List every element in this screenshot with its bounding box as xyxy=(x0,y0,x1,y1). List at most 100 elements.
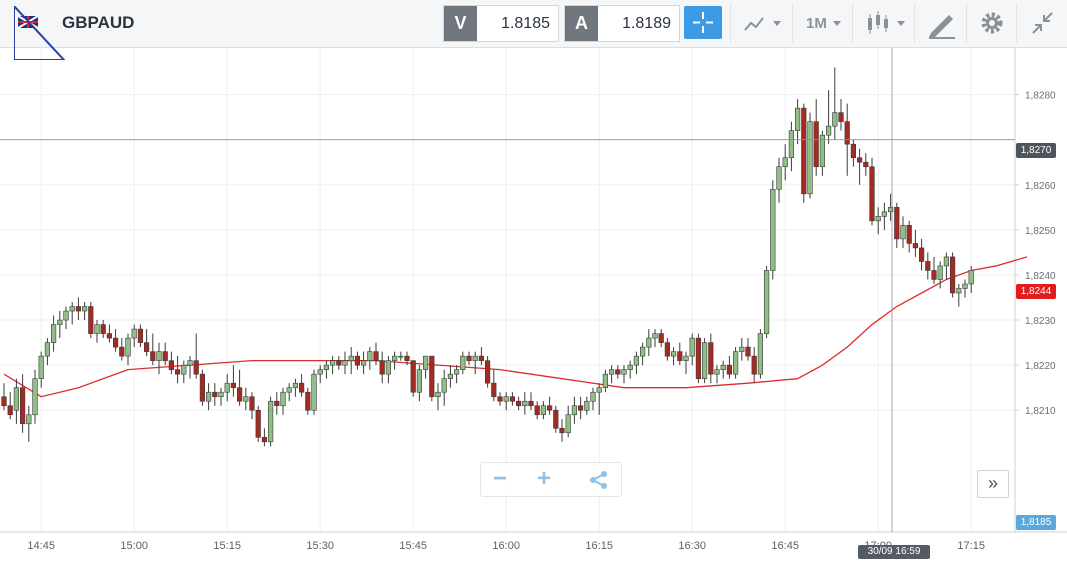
buy-button[interactable]: A 1.8189 xyxy=(564,5,680,42)
candle-body-up xyxy=(218,391,224,398)
scroll-right-icon[interactable]: » xyxy=(977,470,1009,498)
candle-body-down xyxy=(949,256,956,294)
x-tick-label: 15:15 xyxy=(213,540,241,552)
candle-body-up xyxy=(125,337,131,357)
candle xyxy=(968,265,974,293)
candle-body-down xyxy=(869,166,875,222)
candle xyxy=(267,396,274,447)
candle-body-down xyxy=(199,373,206,402)
share-icon[interactable] xyxy=(589,470,609,490)
x-tick-label: 16:15 xyxy=(585,540,613,552)
candle xyxy=(652,329,658,348)
candle xyxy=(13,378,19,424)
candlestick-type-button[interactable] xyxy=(852,3,915,43)
candle xyxy=(261,428,268,447)
timeframe-label: 1M xyxy=(806,15,827,32)
x-tick-label: 15:30 xyxy=(306,540,334,552)
candle xyxy=(7,392,13,420)
candle-body-up xyxy=(825,125,832,136)
candle-body-down xyxy=(615,369,621,375)
candle xyxy=(819,130,825,176)
candle-body-down xyxy=(7,405,13,416)
candle-body-down xyxy=(925,261,931,271)
candle-body-up xyxy=(472,355,478,361)
candle-body-down xyxy=(404,355,410,361)
candle xyxy=(26,405,32,442)
candle-body-up xyxy=(348,355,354,361)
candle xyxy=(683,351,689,375)
crosshair-button[interactable] xyxy=(684,6,722,39)
zoom-in-icon[interactable]: + xyxy=(537,465,552,492)
candle-body-up xyxy=(453,369,460,375)
candle xyxy=(596,383,602,415)
candle xyxy=(168,351,175,375)
candle xyxy=(782,144,788,181)
plot-background xyxy=(0,47,1015,532)
candle-body-up xyxy=(819,134,825,168)
candle-body-up xyxy=(739,346,745,352)
candle-body-down xyxy=(534,405,540,416)
candle xyxy=(559,419,565,442)
candle-body-up xyxy=(639,346,646,357)
moving-average-layer xyxy=(3,256,1028,398)
candle xyxy=(881,202,887,230)
candle xyxy=(739,338,745,361)
candle-body-down xyxy=(144,342,150,352)
candle xyxy=(751,347,757,384)
candle xyxy=(416,365,423,402)
candle xyxy=(515,396,522,411)
candle-body-down xyxy=(298,382,305,393)
candle xyxy=(627,360,633,379)
collapse-button[interactable] xyxy=(1016,3,1067,43)
candle xyxy=(670,347,677,366)
candle xyxy=(193,333,199,379)
timeframe-dropdown[interactable] xyxy=(792,3,853,43)
candle-body-up xyxy=(280,391,286,407)
candle-body-up xyxy=(206,391,212,402)
candle-body-down xyxy=(305,391,311,411)
candle-body-up xyxy=(243,396,249,402)
candle-body-down xyxy=(113,337,119,348)
candle-body-down xyxy=(850,143,856,159)
sell-price: 1.8185 xyxy=(501,15,550,32)
candle-body-up xyxy=(44,342,50,357)
candle xyxy=(404,351,410,366)
settings-button[interactable] xyxy=(966,3,1017,43)
candle-body-up xyxy=(360,360,367,366)
candle xyxy=(255,405,261,442)
candle xyxy=(633,351,639,375)
candle-body-up xyxy=(788,130,794,159)
candle-body-up xyxy=(385,360,392,375)
price-axis: 1,8210 1,8220 1,8230 1,8240 1,8250 1,8260 1,82… xyxy=(1015,91,1056,417)
candle-body-down xyxy=(844,121,850,145)
sell-button[interactable]: V 1.8185 xyxy=(443,5,559,42)
candle xyxy=(745,338,751,361)
zoom-out-icon[interactable]: − xyxy=(493,465,508,492)
candle-body-up xyxy=(422,355,429,370)
candle-body-up xyxy=(131,328,137,339)
candle xyxy=(224,374,230,402)
candle-body-up xyxy=(732,351,739,375)
candle xyxy=(522,392,528,415)
x-tick-label: 17:15 xyxy=(957,540,985,552)
y-tick-label: 1,8250 xyxy=(1025,226,1056,237)
drawing-tools-button[interactable] xyxy=(914,3,967,43)
candle xyxy=(937,261,943,289)
candle-body-down xyxy=(546,405,553,411)
candle-body-down xyxy=(466,355,472,361)
candle-body-up xyxy=(13,387,19,411)
candle xyxy=(410,360,416,397)
candle xyxy=(918,238,925,271)
candle xyxy=(584,396,590,415)
chart-type-button[interactable] xyxy=(730,3,793,43)
candle-body-up xyxy=(633,355,639,366)
candle xyxy=(19,374,26,433)
candle xyxy=(274,392,280,415)
candle-body-down xyxy=(509,396,516,402)
candle xyxy=(615,365,621,379)
candle xyxy=(280,387,286,415)
candle-body-up xyxy=(292,382,299,388)
zoom-controls: − + xyxy=(480,462,622,497)
candle xyxy=(429,355,435,402)
